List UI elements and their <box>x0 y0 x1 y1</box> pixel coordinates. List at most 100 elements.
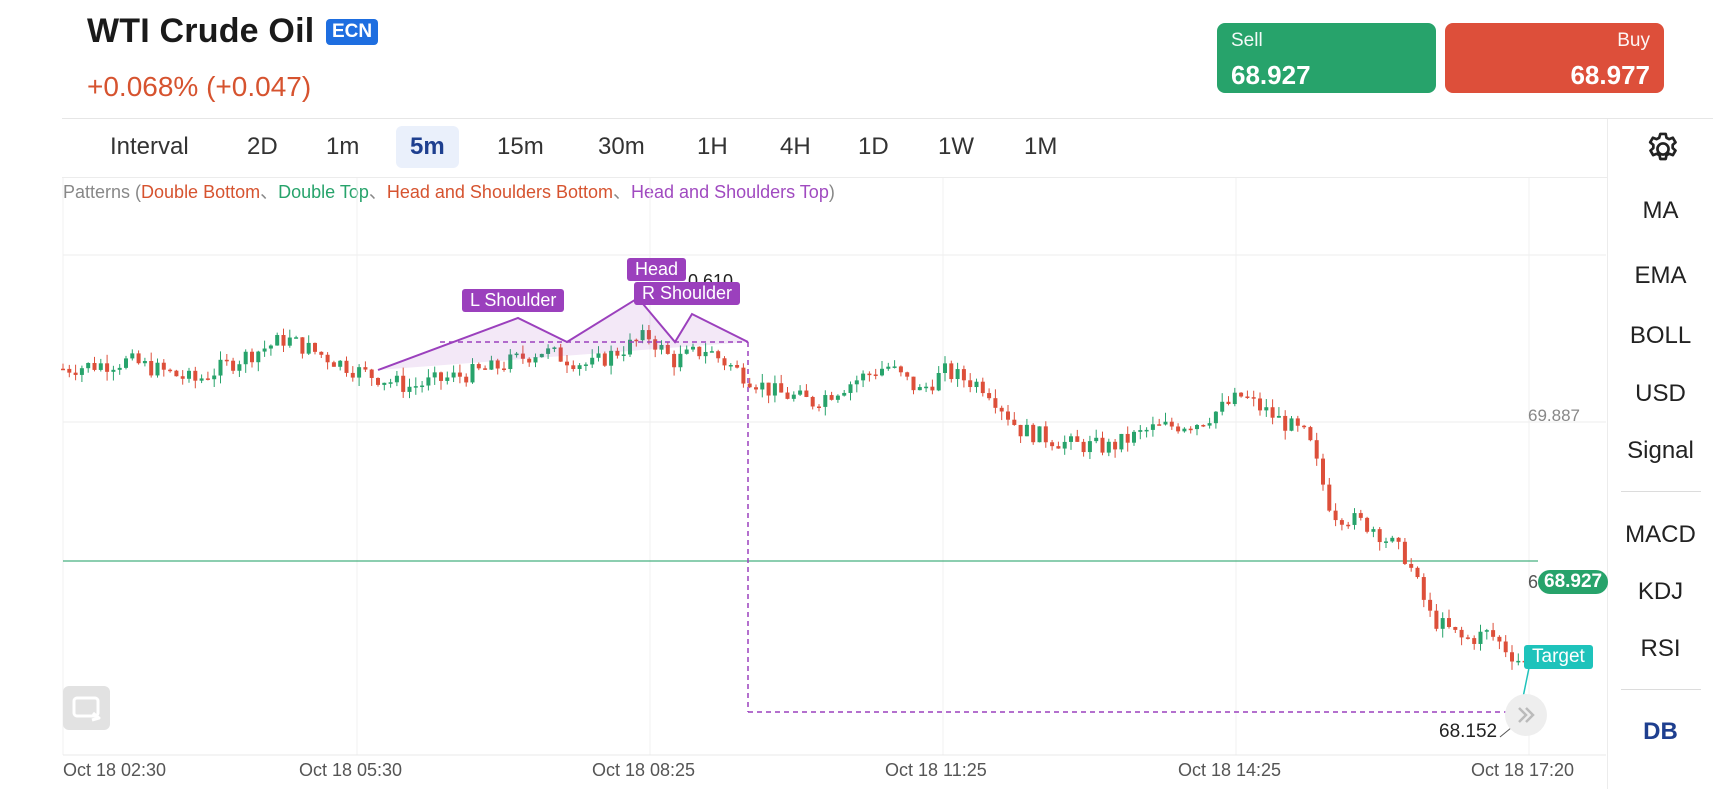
candle-body <box>401 375 406 392</box>
candle-body <box>571 365 576 370</box>
candle-body <box>1119 433 1124 450</box>
candle-body <box>659 344 664 350</box>
pattern-hs-top[interactable]: Head and Shoulders Top <box>631 182 829 202</box>
interval-tab-1w[interactable]: 1W <box>938 133 974 160</box>
candle-body <box>502 368 506 370</box>
instrument-title: WTI Crude Oil <box>87 12 315 50</box>
candle-body <box>1270 407 1275 418</box>
scroll-to-latest-button[interactable] <box>1505 694 1547 736</box>
candle-body <box>1516 660 1521 663</box>
candle-body <box>79 368 84 375</box>
candle-body <box>117 367 122 370</box>
candle-body <box>268 345 273 349</box>
candle-body <box>432 372 437 378</box>
candle-body <box>1339 520 1344 525</box>
x-axis-label: Oct 18 02:30 <box>63 760 167 780</box>
candle-body <box>1484 630 1489 632</box>
patterns-separator: 、 <box>368 182 387 202</box>
interval-tab-4h[interactable]: 4H <box>780 133 811 160</box>
candle-body <box>413 386 418 388</box>
interval-tab-5m[interactable]: 5m <box>396 126 459 168</box>
candle-body <box>92 362 97 370</box>
candle-body <box>331 362 336 367</box>
candle-body <box>1094 437 1099 442</box>
candle-body <box>703 351 708 357</box>
x-axis-label: Oct 18 14:25 <box>1178 760 1282 780</box>
candle-body <box>1201 424 1206 427</box>
patterns-legend: Patterns (Double Bottom、Double Top、Head … <box>63 178 835 204</box>
target-price-label: 68.152 <box>1439 721 1498 742</box>
candle-body <box>1478 631 1483 644</box>
x-axis-label: Oct 18 11:25 <box>885 760 987 780</box>
sidebar-item-signal[interactable]: Signal <box>1627 437 1694 464</box>
candle-body <box>1384 541 1388 543</box>
candle-body <box>646 330 651 340</box>
interval-tab-1h[interactable]: 1H <box>697 133 728 160</box>
candle-body <box>949 363 954 380</box>
sell-button[interactable]: Sell 68.927 <box>1217 23 1436 93</box>
candle-body <box>1434 610 1439 629</box>
candle-body <box>344 360 349 373</box>
candle-body <box>1428 599 1433 611</box>
interval-tab-30m[interactable]: 30m <box>598 133 645 160</box>
pattern-fill <box>378 298 748 370</box>
candle-body <box>489 360 494 370</box>
candle-body <box>1006 411 1010 420</box>
candle-body <box>716 351 721 359</box>
candle-body <box>439 372 443 381</box>
candle-body <box>1195 424 1199 430</box>
x-axis-label: Oct 18 08:25 <box>592 760 696 780</box>
pattern-double-bottom[interactable]: Double Bottom <box>141 182 261 202</box>
candle-body <box>728 364 733 367</box>
candle-body <box>905 372 910 377</box>
interval-tab-1mo[interactable]: 1M <box>1024 133 1058 160</box>
candle-body <box>722 358 727 366</box>
candle-body <box>130 353 135 359</box>
interval-tab-15m[interactable]: 15m <box>497 133 544 160</box>
candle-body <box>911 376 916 391</box>
candle-body <box>382 382 387 385</box>
candle-body <box>1415 567 1420 578</box>
sidebar-item-boll[interactable]: BOLL <box>1629 322 1692 349</box>
sell-label: Sell <box>1231 30 1263 51</box>
current-price-tag: 68.927 <box>1538 570 1609 594</box>
interval-tab-1d[interactable]: 1D <box>858 133 889 160</box>
candle-body <box>426 377 431 386</box>
buy-button[interactable]: Buy 68.977 <box>1445 23 1664 93</box>
interval-tab-2d[interactable]: 2D <box>247 133 278 160</box>
reset-chart-button[interactable] <box>63 686 110 730</box>
interval-tab-1m[interactable]: 1m <box>326 133 360 160</box>
candle-body <box>476 364 481 369</box>
candle-body <box>1226 401 1231 405</box>
candle-body <box>943 363 947 373</box>
candle-body <box>231 360 236 371</box>
pattern-hs-bottom[interactable]: Head and Shoulders Bottom <box>386 182 614 202</box>
sidebar-item-kdj[interactable]: KDJ <box>1637 578 1684 605</box>
sidebar-separator <box>1621 689 1701 690</box>
candle-body <box>149 360 154 376</box>
sell-price: 68.927 <box>1231 60 1311 90</box>
candle-body <box>155 362 160 376</box>
sidebar-item-ma[interactable]: MA <box>1642 197 1679 224</box>
candle-body <box>804 390 809 397</box>
sidebar-item-db[interactable]: DB <box>1643 718 1678 745</box>
candle-body <box>533 357 538 363</box>
sidebar-item-usd[interactable]: USD <box>1635 380 1686 407</box>
candle-body <box>1258 398 1262 411</box>
candle-body <box>754 387 758 390</box>
candle-body <box>697 346 702 357</box>
gear-icon[interactable] <box>1644 130 1682 168</box>
pattern-double-top[interactable]: Double Top <box>278 182 369 202</box>
sidebar-item-macd[interactable]: MACD <box>1625 521 1696 548</box>
candle-body <box>407 386 412 392</box>
candle-body <box>993 398 998 408</box>
sidebar-item-rsi[interactable]: RSI <box>1640 635 1681 662</box>
candle-body <box>1308 427 1313 441</box>
patterns-prefix: Patterns ( <box>63 182 142 202</box>
candle-body <box>779 383 784 393</box>
candle-body <box>464 376 469 383</box>
sidebar-item-ema[interactable]: EMA <box>1634 262 1687 289</box>
candle-body <box>835 395 840 400</box>
candle-body <box>1289 418 1294 431</box>
